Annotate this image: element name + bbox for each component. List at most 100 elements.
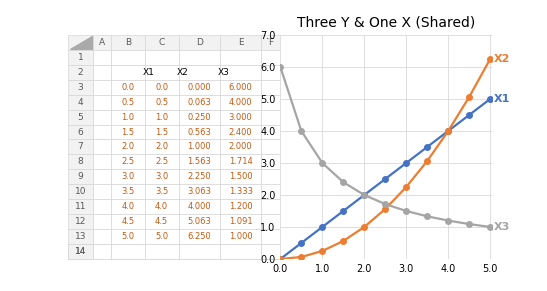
Bar xyxy=(220,65,261,80)
Text: 5.063: 5.063 xyxy=(187,217,211,226)
Bar xyxy=(93,80,110,95)
Bar xyxy=(261,35,281,50)
Bar xyxy=(178,80,220,95)
Bar xyxy=(261,80,281,95)
Bar xyxy=(261,199,281,214)
Text: 5.0: 5.0 xyxy=(155,232,168,241)
Bar xyxy=(178,155,220,169)
Bar xyxy=(110,184,144,199)
Bar xyxy=(144,229,178,244)
Bar xyxy=(93,125,110,139)
Bar xyxy=(110,95,144,110)
Text: 0.250: 0.250 xyxy=(188,113,211,122)
Bar xyxy=(261,139,281,155)
Bar xyxy=(110,65,144,80)
Text: 10: 10 xyxy=(75,187,86,196)
Text: 0.000: 0.000 xyxy=(188,83,211,92)
Bar xyxy=(93,155,110,169)
Bar xyxy=(178,214,220,229)
Text: 1.714: 1.714 xyxy=(229,157,253,166)
Bar xyxy=(178,50,220,65)
Bar xyxy=(68,184,93,199)
Text: 3.0: 3.0 xyxy=(121,172,135,181)
Bar xyxy=(144,35,178,50)
Text: 2.5: 2.5 xyxy=(121,157,134,166)
Text: 2.0: 2.0 xyxy=(121,143,134,151)
Text: 4.0: 4.0 xyxy=(121,202,134,211)
Text: X1: X1 xyxy=(493,94,510,104)
Bar xyxy=(93,110,110,125)
Bar xyxy=(68,229,93,244)
Bar xyxy=(220,95,261,110)
Bar xyxy=(261,110,281,125)
Bar xyxy=(93,244,110,259)
Bar xyxy=(93,35,110,50)
Bar xyxy=(110,50,144,65)
Bar xyxy=(220,155,261,169)
Text: X3: X3 xyxy=(218,68,230,77)
Bar xyxy=(220,110,261,125)
Bar xyxy=(68,125,93,139)
Bar xyxy=(68,244,93,259)
Text: 3.5: 3.5 xyxy=(121,187,135,196)
Bar xyxy=(93,214,110,229)
Bar xyxy=(144,125,178,139)
Text: 2.250: 2.250 xyxy=(188,172,211,181)
Text: 1.0: 1.0 xyxy=(155,113,168,122)
Text: 11: 11 xyxy=(75,202,86,211)
Text: 2.0: 2.0 xyxy=(155,143,168,151)
Bar xyxy=(144,155,178,169)
Text: 12: 12 xyxy=(75,217,86,226)
Bar xyxy=(144,139,178,155)
Text: 4.5: 4.5 xyxy=(155,217,168,226)
Text: 4.000: 4.000 xyxy=(229,98,252,107)
Bar xyxy=(93,244,110,259)
Bar xyxy=(110,110,144,125)
Bar xyxy=(68,139,93,155)
Text: 3.0: 3.0 xyxy=(155,172,168,181)
Bar xyxy=(178,244,220,259)
Text: 0.063: 0.063 xyxy=(187,98,211,107)
Text: B: B xyxy=(125,38,131,47)
Text: 5: 5 xyxy=(78,113,84,122)
Bar xyxy=(261,184,281,199)
Text: 3.063: 3.063 xyxy=(187,187,211,196)
Text: 14: 14 xyxy=(75,247,86,256)
Text: 2.400: 2.400 xyxy=(229,127,252,136)
Bar xyxy=(220,50,261,65)
Bar xyxy=(178,244,220,259)
Bar xyxy=(144,184,178,199)
Bar xyxy=(261,169,281,184)
Text: 1.000: 1.000 xyxy=(188,143,211,151)
Bar xyxy=(178,35,220,50)
Bar xyxy=(110,155,144,169)
Text: 1.5: 1.5 xyxy=(155,127,168,136)
Text: 3.000: 3.000 xyxy=(229,113,253,122)
Bar xyxy=(68,214,93,229)
Text: 2: 2 xyxy=(78,68,83,77)
Text: 1.200: 1.200 xyxy=(229,202,252,211)
Text: 1.091: 1.091 xyxy=(229,217,252,226)
Text: 3.5: 3.5 xyxy=(155,187,168,196)
Bar xyxy=(68,155,93,169)
Title: Three Y & One X (Shared): Three Y & One X (Shared) xyxy=(297,16,475,30)
Bar xyxy=(110,169,144,184)
Bar xyxy=(178,95,220,110)
Bar xyxy=(261,50,281,65)
Text: 7: 7 xyxy=(78,143,84,151)
Bar xyxy=(144,169,178,184)
Text: 0.563: 0.563 xyxy=(187,127,211,136)
Bar xyxy=(144,244,178,259)
Bar xyxy=(220,80,261,95)
Bar xyxy=(220,184,261,199)
Bar xyxy=(144,50,178,65)
Text: D: D xyxy=(196,38,203,47)
Bar xyxy=(110,80,144,95)
Bar xyxy=(144,214,178,229)
Bar xyxy=(110,199,144,214)
Bar xyxy=(144,110,178,125)
Bar xyxy=(68,244,93,259)
Bar xyxy=(178,184,220,199)
Text: 1: 1 xyxy=(78,53,84,62)
Bar xyxy=(220,169,261,184)
